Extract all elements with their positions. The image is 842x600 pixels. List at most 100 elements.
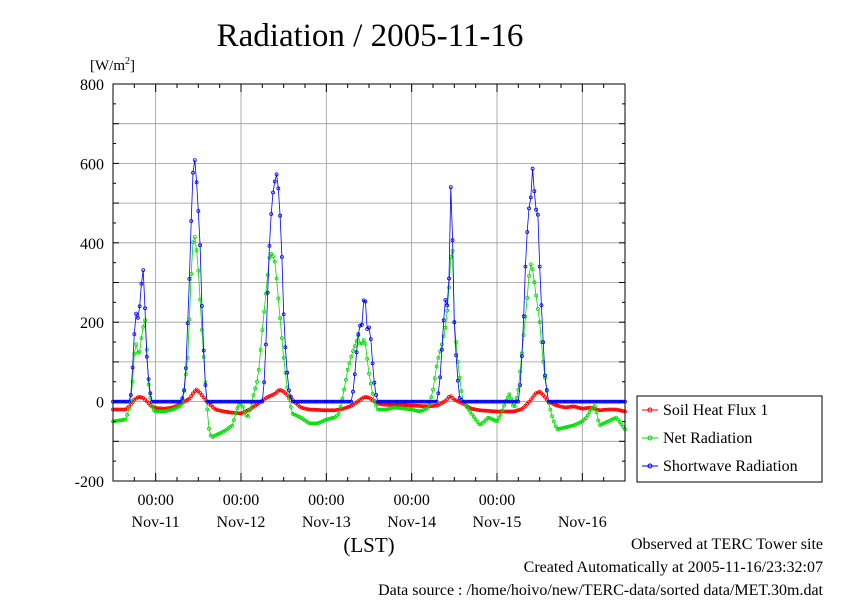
data-point bbox=[471, 415, 476, 419]
data-point bbox=[335, 407, 339, 412]
data-point bbox=[262, 380, 267, 385]
data-point bbox=[534, 391, 538, 396]
data-point bbox=[370, 391, 375, 396]
data-point bbox=[393, 399, 398, 404]
data-point bbox=[404, 399, 409, 404]
data-point bbox=[598, 399, 602, 404]
data-point bbox=[400, 399, 405, 404]
data-point bbox=[187, 276, 192, 281]
data-point bbox=[230, 399, 235, 404]
data-point bbox=[548, 407, 553, 412]
data-point bbox=[505, 395, 510, 400]
data-point bbox=[315, 421, 320, 426]
data-point bbox=[150, 404, 155, 409]
data-point bbox=[411, 403, 416, 408]
legend-marker bbox=[647, 463, 653, 469]
data-point bbox=[333, 399, 338, 404]
data-point bbox=[242, 409, 247, 414]
data-point bbox=[230, 410, 235, 415]
data-point bbox=[429, 395, 434, 400]
data-point bbox=[573, 399, 578, 404]
data-point bbox=[559, 399, 563, 404]
data-point bbox=[347, 361, 352, 366]
data-point bbox=[381, 407, 386, 412]
x-day-label: Nov-11 bbox=[132, 514, 180, 531]
data-point bbox=[512, 399, 517, 404]
data-point bbox=[242, 399, 247, 404]
data-point bbox=[215, 399, 220, 404]
data-point bbox=[324, 408, 329, 413]
data-point bbox=[600, 399, 604, 404]
data-point bbox=[466, 407, 471, 412]
data-point bbox=[285, 370, 290, 375]
data-point bbox=[413, 403, 418, 408]
data-point bbox=[377, 407, 382, 412]
data-point bbox=[322, 408, 327, 413]
data-point bbox=[464, 405, 469, 410]
data-point bbox=[450, 238, 455, 243]
data-point bbox=[541, 359, 546, 364]
data-point bbox=[527, 206, 531, 211]
data-point bbox=[397, 399, 402, 404]
data-point bbox=[260, 399, 265, 404]
data-point bbox=[420, 408, 425, 413]
data-point bbox=[368, 381, 373, 386]
data-point bbox=[452, 320, 457, 325]
data-point bbox=[292, 412, 297, 417]
data-point bbox=[416, 409, 421, 414]
data-point bbox=[374, 393, 379, 397]
data-point bbox=[189, 394, 194, 399]
data-point bbox=[338, 399, 343, 404]
data-point bbox=[359, 322, 364, 327]
data-point bbox=[491, 409, 496, 414]
data-point bbox=[407, 403, 412, 408]
data-point bbox=[568, 399, 572, 404]
data-point bbox=[585, 399, 590, 404]
x-time-label: 00:00 bbox=[137, 492, 173, 509]
data-point bbox=[584, 399, 588, 404]
data-point bbox=[559, 404, 563, 409]
data-point bbox=[132, 352, 137, 356]
data-point bbox=[137, 395, 142, 399]
data-point bbox=[272, 179, 277, 184]
data-point bbox=[256, 367, 261, 372]
data-point bbox=[607, 407, 611, 412]
data-point bbox=[207, 399, 211, 404]
data-point bbox=[514, 396, 519, 400]
data-point bbox=[342, 387, 347, 392]
data-point bbox=[532, 189, 537, 194]
data-point bbox=[199, 304, 204, 308]
data-point bbox=[279, 255, 284, 259]
data-point bbox=[555, 427, 560, 432]
data-point bbox=[372, 380, 377, 385]
data-point bbox=[447, 394, 451, 399]
data-point bbox=[616, 407, 620, 412]
data-point bbox=[575, 421, 579, 426]
data-point bbox=[244, 399, 249, 404]
data-point bbox=[274, 172, 279, 177]
data-point bbox=[162, 409, 167, 414]
data-point bbox=[151, 399, 156, 404]
data-point bbox=[343, 377, 348, 382]
data-point bbox=[191, 170, 195, 175]
data-point bbox=[496, 416, 501, 421]
data-point bbox=[185, 321, 190, 326]
data-point bbox=[525, 295, 530, 300]
data-point bbox=[267, 243, 272, 248]
data-point bbox=[354, 350, 359, 355]
data-point bbox=[297, 399, 302, 404]
data-point bbox=[601, 407, 606, 412]
data-point bbox=[477, 399, 482, 404]
data-point bbox=[226, 399, 231, 404]
data-point bbox=[351, 389, 355, 394]
data-point bbox=[477, 422, 482, 427]
data-point bbox=[196, 209, 201, 213]
data-point bbox=[592, 399, 597, 404]
data-point bbox=[445, 308, 450, 313]
data-point bbox=[191, 391, 195, 396]
data-point bbox=[167, 408, 172, 413]
data-point bbox=[576, 405, 581, 410]
data-point bbox=[253, 386, 258, 391]
data-point bbox=[189, 219, 194, 223]
data-point bbox=[196, 268, 201, 273]
